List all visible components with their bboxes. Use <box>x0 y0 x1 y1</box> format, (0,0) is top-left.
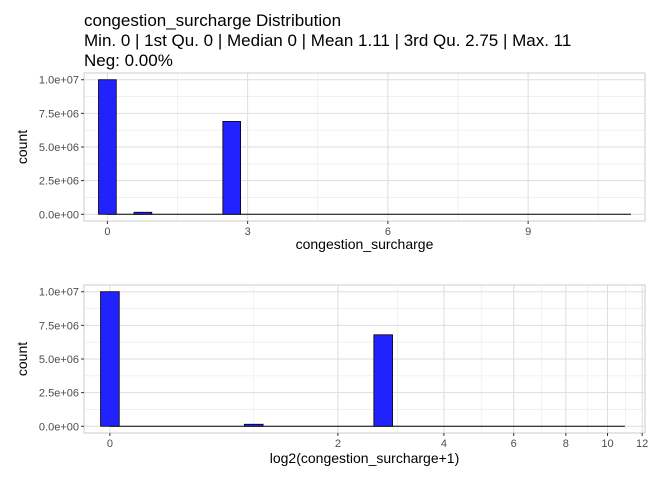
chart-panel-2: 0 2 4 6 8 10 12 0.0e+00 2.5e+06 5.0e+06 7.5e+06 1.0… <box>14 284 648 466</box>
y-tick-label: 7.5e+06 <box>39 108 79 120</box>
x-tick-label: 0 <box>107 438 113 450</box>
y-tick-label: 5.0e+06 <box>39 354 79 366</box>
x-tick-label: 2 <box>335 438 341 450</box>
y-tick-label: 0.0e+00 <box>39 209 79 221</box>
histogram-bar-2 <box>243 423 264 427</box>
x-axis-title: log2(congestion_surcharge+1) <box>270 450 460 466</box>
histogram-bar-1 <box>100 291 120 427</box>
x-tick-label: 10 <box>601 438 613 450</box>
title-line-3: Neg: 0.00% <box>84 51 173 70</box>
x-tick-label: 3 <box>245 226 251 238</box>
y-tick-label: 1.0e+07 <box>39 75 79 87</box>
y-tick-label: 2.5e+06 <box>39 176 79 188</box>
y-tick-label: 2.5e+06 <box>39 388 79 400</box>
x-tick-label: 0 <box>104 226 110 238</box>
x-tick-label: 4 <box>441 438 447 450</box>
x-tick-label: 8 <box>563 438 569 450</box>
y-tick-label: 5.0e+06 <box>39 142 79 154</box>
chart-panel-1: 0 3 6 9 0.0e+00 2.5e+06 5.0e+06 7.5e+06 1.0e+07 c… <box>14 72 646 252</box>
x-tick-label: 12 <box>636 438 648 450</box>
x-tick-label: 6 <box>385 226 391 238</box>
y-tick-label: 1.0e+07 <box>39 287 79 299</box>
histogram-bar-2 <box>133 211 153 215</box>
histogram-bar-1 <box>98 79 117 215</box>
x-tick-label: 9 <box>525 226 531 238</box>
title-line-2: Min. 0 | 1st Qu. 0 | Median 0 | Mean 1.1… <box>84 31 572 50</box>
y-tick-label: 7.5e+06 <box>39 320 79 332</box>
x-tick-label: 6 <box>511 438 517 450</box>
x-axis-title: congestion_surcharge <box>296 236 434 252</box>
title-line-1: congestion_surcharge Distribution <box>84 11 342 30</box>
y-axis-title: count <box>14 130 30 164</box>
histogram-bar-3 <box>373 334 393 427</box>
chart-title: congestion_surcharge Distribution Min. 0… <box>84 11 571 71</box>
y-tick-label: 0.0e+00 <box>39 421 79 433</box>
histogram-bar-3 <box>222 121 242 215</box>
y-axis-title: count <box>14 342 30 376</box>
